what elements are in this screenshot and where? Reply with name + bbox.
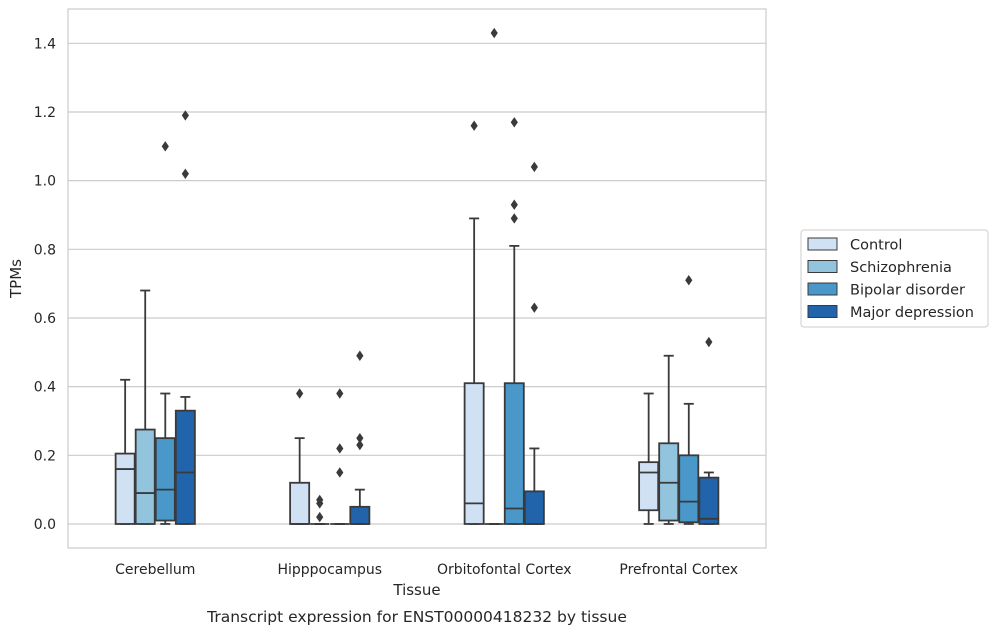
chart-caption: Transcript expression for ENST0000041823… <box>206 608 627 626</box>
plot-frame <box>67 8 767 549</box>
box <box>134 289 156 525</box>
outlier-point <box>336 443 344 454</box>
outlier-point <box>181 110 189 121</box>
box <box>484 27 504 525</box>
box-body <box>289 481 311 525</box>
box-series <box>114 27 720 525</box>
outlier-point <box>356 432 364 444</box>
y-tick-label: 0.0 <box>34 517 56 533</box>
outlier-point <box>470 120 478 131</box>
outlier-point <box>530 161 538 173</box>
legend-swatch <box>807 282 838 296</box>
series-control <box>114 120 660 525</box>
box <box>503 117 525 525</box>
series-bipolar-disorder <box>154 117 700 525</box>
box-body <box>114 452 136 525</box>
x-tick-label: Cerebellum <box>115 562 195 578</box>
box-body <box>698 476 720 525</box>
y-tick-label: 0.8 <box>34 242 56 258</box>
box-body <box>678 454 700 524</box>
y-tick-labels: 0.0 0.2 0.4 0.6 0.8 1.0 1.2 1.4 <box>34 36 56 533</box>
box <box>678 275 700 525</box>
box <box>638 392 660 525</box>
box <box>310 494 330 525</box>
outlier-point <box>510 117 518 128</box>
legend-swatch <box>807 237 838 251</box>
legend-label: Schizophrenia <box>850 260 952 276</box>
box <box>523 161 545 525</box>
y-axis-title: TPMs <box>7 259 25 299</box>
series-schizophrenia <box>134 27 680 525</box>
outlier-point <box>356 350 364 361</box>
box <box>114 378 136 525</box>
y-tick-label: 1.2 <box>34 105 56 121</box>
outlier-point <box>161 141 169 152</box>
legend-swatch <box>807 260 838 273</box>
box-body <box>154 437 176 522</box>
box-body <box>174 409 196 525</box>
legend-label: Control <box>850 238 902 254</box>
outlier-point <box>356 439 364 451</box>
outlier-point <box>316 498 324 509</box>
legend-swatch <box>807 305 838 318</box>
outlier-point <box>181 168 189 179</box>
outlier-point <box>510 199 518 210</box>
outlier-point <box>510 213 518 224</box>
box-body <box>503 382 525 525</box>
outlier-point <box>296 388 304 399</box>
legend-label: Bipolar disorder <box>850 283 965 299</box>
x-tick-labels: Cerebellum Hipppocampus Orbitofontal Corte… <box>115 562 738 578</box>
box <box>698 336 720 525</box>
x-tick-label: Hipppocampus <box>277 562 382 578</box>
y-tick-label: 1.0 <box>34 174 56 190</box>
x-tick-label: Prefrontal Cortex <box>619 562 738 578</box>
outlier-point <box>530 302 538 313</box>
box <box>330 388 350 525</box>
legend-label: Major depression <box>850 305 974 321</box>
box-body <box>463 382 485 525</box>
box <box>349 350 371 525</box>
box <box>463 120 485 525</box>
y-tick-label: 0.4 <box>34 380 56 396</box>
outlier-point <box>336 388 344 399</box>
outlier-point <box>705 336 713 348</box>
box-body <box>349 505 371 525</box>
y-tick-label: 0.2 <box>34 448 56 464</box>
box <box>154 141 176 525</box>
box-body <box>638 461 660 512</box>
box <box>289 388 311 525</box>
box <box>174 110 196 525</box>
x-axis-title: Tissue <box>392 581 440 599</box>
box-body <box>523 490 545 525</box>
outlier-point <box>685 275 693 286</box>
y-tick-label: 1.4 <box>34 36 56 52</box>
outlier-point <box>336 467 344 478</box>
x-tick-label: Orbitofontal Cortex <box>437 562 572 578</box>
legend-frame <box>800 229 989 328</box>
series-major-depression <box>174 110 720 525</box>
box <box>658 354 680 525</box>
outlier-point <box>490 27 498 39</box>
outlier-point <box>316 511 324 523</box>
legend: Control Schizophrenia Bipolar disorder Majo… <box>800 229 989 328</box>
box-body <box>134 428 156 525</box>
y-tick-label: 0.6 <box>34 311 56 327</box>
